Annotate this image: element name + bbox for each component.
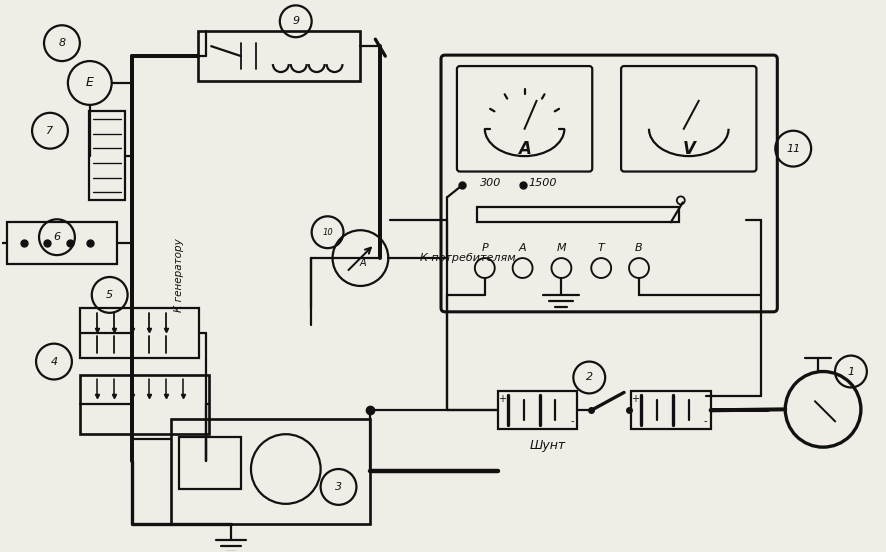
Bar bbox=[171, 420, 370, 524]
Text: 10: 10 bbox=[323, 228, 333, 237]
Text: А: А bbox=[519, 243, 526, 253]
Text: -: - bbox=[703, 416, 707, 426]
Text: 8: 8 bbox=[58, 38, 66, 48]
Bar bbox=[80, 308, 199, 358]
Text: К потребителям: К потребителям bbox=[420, 253, 516, 263]
Text: 300: 300 bbox=[480, 178, 501, 188]
Bar bbox=[80, 374, 209, 434]
Text: К генератору: К генератору bbox=[175, 238, 184, 312]
Text: 1: 1 bbox=[847, 367, 854, 376]
Bar bbox=[477, 208, 679, 222]
Bar bbox=[498, 391, 578, 429]
Bar bbox=[89, 111, 125, 200]
Text: М: М bbox=[556, 243, 566, 253]
Text: В: В bbox=[635, 243, 643, 253]
Text: E: E bbox=[86, 77, 94, 89]
Text: 6: 6 bbox=[53, 232, 60, 242]
Text: А: А bbox=[518, 140, 531, 158]
Text: 9: 9 bbox=[292, 17, 299, 26]
Text: V: V bbox=[682, 140, 696, 158]
Bar bbox=[7, 222, 117, 264]
Text: +: + bbox=[498, 394, 506, 405]
Text: 4: 4 bbox=[51, 357, 58, 367]
Text: А: А bbox=[359, 258, 366, 268]
Text: +: + bbox=[631, 394, 639, 405]
Text: Шунт: Шунт bbox=[530, 439, 565, 452]
Bar bbox=[198, 31, 361, 81]
Text: 1500: 1500 bbox=[528, 178, 556, 188]
Text: -: - bbox=[571, 416, 574, 426]
Bar bbox=[631, 391, 711, 429]
Text: 2: 2 bbox=[586, 373, 593, 383]
Text: 3: 3 bbox=[335, 482, 342, 492]
Bar bbox=[179, 437, 241, 489]
Text: 11: 11 bbox=[786, 144, 800, 153]
Text: Р: Р bbox=[481, 243, 488, 253]
Text: 7: 7 bbox=[46, 126, 53, 136]
Text: 5: 5 bbox=[106, 290, 113, 300]
Text: Т: Т bbox=[598, 243, 604, 253]
